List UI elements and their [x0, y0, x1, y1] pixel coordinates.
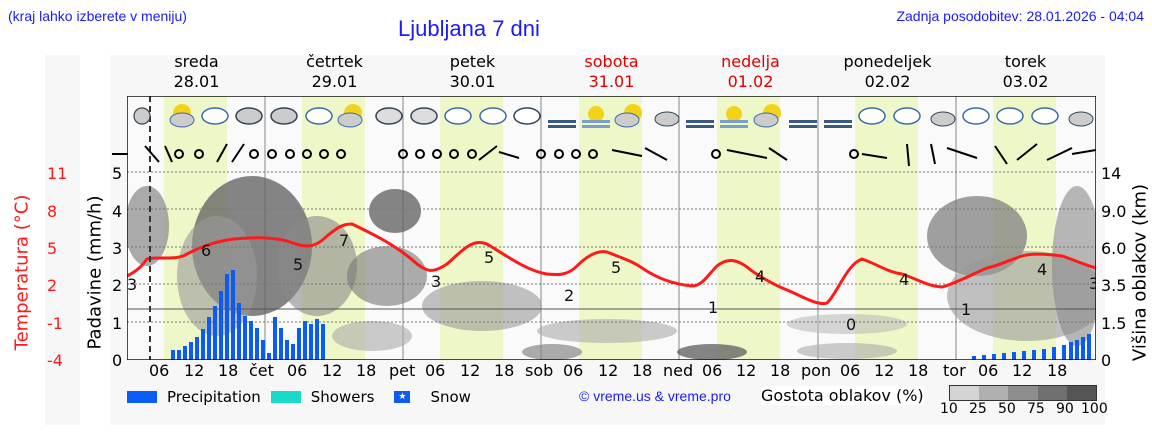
svg-text:3: 3 — [127, 275, 137, 294]
day-header: sreda 28.01 — [173, 52, 220, 91]
forecast-chart: 3 6 5 7 3 5 2 5 1 4 0 4 1 4 3 — [127, 96, 1096, 360]
legend-showers: Showers — [310, 388, 375, 406]
svg-text:5: 5 — [293, 255, 303, 274]
svg-text:0: 0 — [846, 315, 856, 334]
legend-precipitation: Precipitation — [167, 388, 261, 406]
snow-star-icon: ★ — [394, 391, 411, 403]
svg-text:5: 5 — [484, 248, 494, 267]
precip-axis-label: Padavine (mm/h) — [84, 195, 106, 350]
legend: Precipitation Showers ★ Snow — [127, 387, 471, 407]
precipitation-swatch — [127, 391, 157, 403]
showers-swatch — [270, 391, 301, 403]
legend-snow: Snow — [430, 388, 471, 406]
svg-text:6: 6 — [201, 241, 211, 260]
wind-stub-icon — [112, 153, 128, 155]
day-header-weekend: nedelja 01.02 — [721, 52, 780, 91]
day-header: četrtek 29.01 — [306, 52, 363, 91]
temp-axis-label: Temperatura (°C) — [11, 194, 33, 351]
svg-text:1: 1 — [708, 298, 718, 317]
svg-text:3: 3 — [1089, 274, 1096, 293]
day-header-weekend: sobota 31.01 — [584, 52, 639, 91]
temperature-line — [127, 222, 1096, 306]
svg-text:3: 3 — [431, 272, 441, 291]
svg-text:4: 4 — [755, 267, 765, 286]
last-update: Zadnja posodobitev: 28.01.2026 - 04:04 — [896, 8, 1144, 24]
temp-axis-panel — [45, 55, 80, 425]
precipitation-bars — [171, 270, 1091, 360]
weather-icons-row — [133, 104, 1094, 128]
svg-text:5: 5 — [611, 258, 621, 277]
svg-text:4: 4 — [1037, 260, 1047, 279]
cloud-height-axis-label: Višina oblakov (km) — [1129, 172, 1151, 373]
page-title: Ljubljana 7 dni — [398, 16, 540, 41]
wind-barbs-row — [144, 143, 1096, 167]
svg-text:1: 1 — [961, 300, 971, 319]
svg-text:2: 2 — [564, 286, 574, 305]
copyright-link[interactable]: © vreme.us & vreme.pro — [579, 388, 731, 404]
svg-text:7: 7 — [339, 231, 349, 250]
day-header: ponedeljek 02.02 — [843, 52, 932, 91]
day-headers: sreda 28.01 četrtek 29.01 petek 30.01 sobot… — [127, 52, 1095, 94]
day-header: petek 30.01 — [449, 52, 496, 91]
day-header: torek 03.02 — [1002, 52, 1049, 91]
cloud-density-scale — [949, 385, 1097, 401]
svg-text:4: 4 — [899, 270, 909, 289]
menu-hint-link[interactable]: (kraj lahko izberete v meniju) — [8, 8, 187, 24]
cloud-density-label: Gostota oblakov (%) — [761, 386, 924, 405]
x-axis-ticks: 06 12 18 čet 06 12 18 pet 06 12 18 sob 0… — [149, 361, 1068, 380]
